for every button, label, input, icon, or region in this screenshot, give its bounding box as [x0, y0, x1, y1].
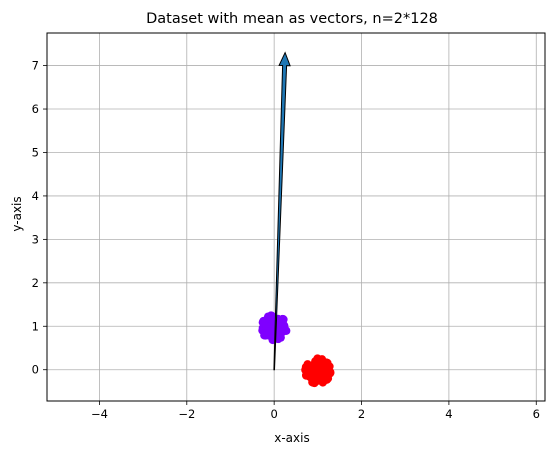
x-tick-label: 2 — [358, 407, 365, 421]
data-point — [311, 374, 320, 384]
data-point — [323, 358, 332, 368]
y-axis-label: y-axis — [10, 196, 24, 231]
y-tick-label: 1 — [32, 319, 39, 333]
data-point — [309, 365, 319, 375]
y-tick-label: 3 — [32, 232, 39, 246]
x-tick-label: −2 — [178, 407, 195, 421]
plot-frame — [46, 32, 546, 402]
data-point — [262, 321, 271, 331]
y-tick-label: 6 — [32, 102, 39, 116]
x-tick-label: 0 — [270, 407, 277, 421]
axes: −4 −2 0 2 4 6 0 1 2 3 4 5 6 7 — [32, 32, 546, 421]
data-point — [275, 327, 285, 337]
data-point — [261, 331, 270, 340]
scatter-points — [258, 311, 335, 388]
data-point — [312, 358, 321, 367]
data-point — [323, 365, 332, 374]
y-tick-label: 0 — [32, 363, 39, 377]
mean-vector-arrow — [273, 51, 291, 371]
mean-arrows — [273, 51, 291, 371]
chart-title: Dataset with mean as vectors, n=2*128 — [146, 11, 438, 27]
x-tick-label: −4 — [91, 407, 108, 421]
x-tick-label: 4 — [445, 407, 452, 421]
y-tick-label: 2 — [32, 276, 39, 290]
y-tick-label: 7 — [32, 59, 39, 73]
x-tick-label: 6 — [533, 407, 540, 421]
y-tick-label: 5 — [32, 145, 39, 159]
y-tick-label: 4 — [32, 189, 39, 203]
x-axis-label: x-axis — [274, 431, 309, 445]
grid-lines — [47, 33, 545, 401]
